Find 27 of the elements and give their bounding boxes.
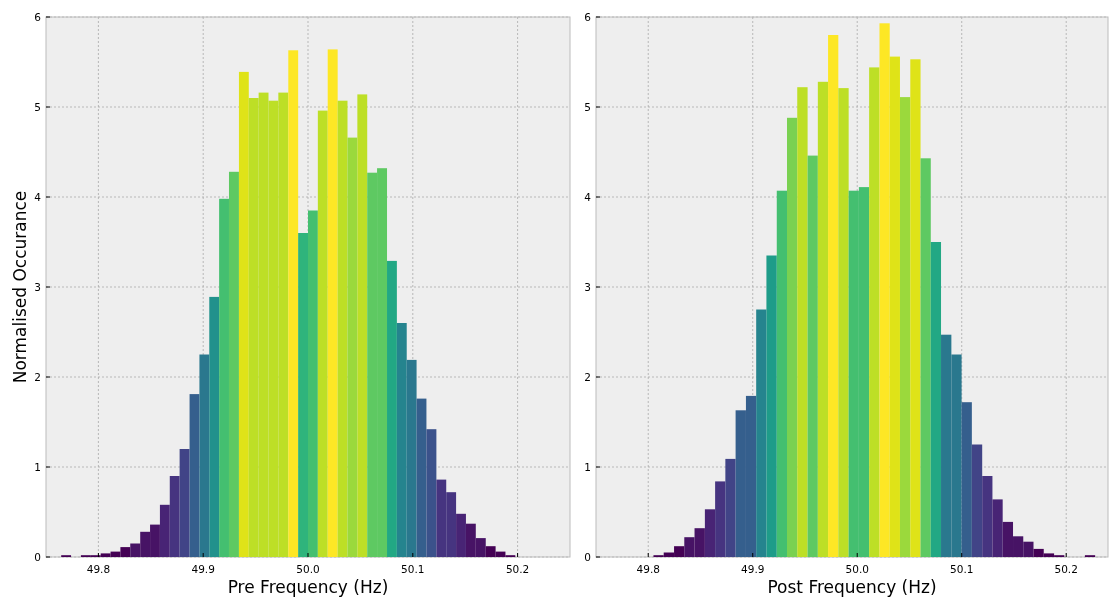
y-tick-label: 1 <box>34 460 41 473</box>
y-tick-label: 3 <box>34 280 41 293</box>
y-tick-label: 6 <box>34 10 42 23</box>
y-tick-label: 2 <box>34 370 41 383</box>
y-tick-label: 0 <box>34 550 41 563</box>
x-tick-label: 49.8 <box>636 563 660 575</box>
x-tick-label: 49.9 <box>741 563 765 575</box>
x-axis-title: Pre Frequency (Hz) <box>227 577 389 597</box>
x-tick-label: 49.9 <box>191 563 215 575</box>
y-tick-label: 3 <box>584 280 591 293</box>
y-tick-label: 4 <box>34 190 42 203</box>
x-tick-label: 49.8 <box>86 563 111 575</box>
x-tick-label: 50.1 <box>950 563 974 575</box>
y-tick-label: 4 <box>584 190 592 203</box>
y-tick-label: 5 <box>584 100 591 113</box>
x-tick-label: 50.1 <box>401 563 425 575</box>
x-tick-label: 50.2 <box>505 563 530 575</box>
x-tick-label: 50.0 <box>296 563 320 575</box>
x-axis-title: Post Frequency (Hz) <box>767 577 937 597</box>
y-axis-title: Normalised Occurance <box>10 190 30 384</box>
y-tick-label: 0 <box>584 550 591 563</box>
y-tick-label: 1 <box>584 460 591 473</box>
y-tick-label: 2 <box>584 370 591 383</box>
x-tick-label: 50.0 <box>845 563 869 575</box>
y-tick-label: 5 <box>34 100 41 113</box>
y-tick-label: 6 <box>584 10 592 23</box>
x-tick-label: 50.2 <box>1054 563 1078 575</box>
